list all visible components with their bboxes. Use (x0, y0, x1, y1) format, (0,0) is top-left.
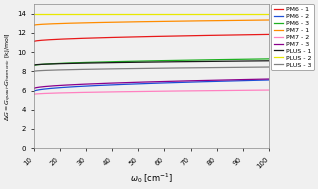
PM7 - 1 (171, 20, 175, 22)
PLUS - 2 (171, 13, 175, 15)
PLUS - 1 (176, 61, 180, 63)
PM6 - 3 (267, 58, 271, 60)
PM6 - 1 (33, 40, 37, 42)
PM6 - 3 (230, 58, 234, 60)
PM7 - 3 (33, 87, 37, 89)
PLUS - 3 (230, 66, 234, 69)
PLUS - 3 (267, 66, 271, 68)
Line: PM7 - 1: PM7 - 1 (34, 20, 269, 25)
PM7 - 3 (172, 80, 176, 82)
PM6 - 3 (176, 59, 180, 61)
Line: PM6 - 2: PM6 - 2 (34, 80, 269, 91)
PM6 - 3 (172, 59, 176, 62)
PM7 - 2 (171, 90, 175, 92)
PM6 - 2 (172, 81, 176, 84)
PLUS - 1 (33, 64, 37, 66)
PLUS - 3 (245, 66, 249, 68)
PLUS - 2 (176, 13, 180, 15)
PM6 - 1 (176, 35, 180, 37)
Y-axis label: $\Delta G = G_{quasi}$-$G_{harmonic}$ [kJ/mol]: $\Delta G = G_{quasi}$-$G_{harmonic}$ [k… (4, 32, 14, 121)
PM6 - 1 (171, 35, 175, 37)
PM6 - 2 (230, 80, 234, 82)
PM7 - 3 (176, 80, 180, 82)
PM7 - 1 (172, 20, 176, 22)
PM7 - 2 (230, 89, 234, 91)
PLUS - 3 (171, 67, 175, 69)
PM6 - 2 (171, 81, 175, 84)
PLUS - 3 (33, 70, 37, 72)
PLUS - 2 (230, 13, 234, 15)
PM6 - 3 (245, 58, 249, 60)
PLUS - 1 (267, 60, 271, 62)
PM6 - 1 (172, 35, 176, 37)
PM7 - 2 (33, 93, 37, 95)
Line: PM7 - 2: PM7 - 2 (34, 90, 269, 94)
PLUS - 1 (172, 61, 176, 63)
PM7 - 1 (33, 24, 37, 26)
PM6 - 2 (245, 79, 249, 82)
PLUS - 1 (171, 61, 175, 63)
PM6 - 2 (33, 90, 37, 92)
X-axis label: $\omega_0$ [cm$^{-1}$]: $\omega_0$ [cm$^{-1}$] (130, 171, 173, 185)
PLUS - 1 (32, 64, 36, 66)
PLUS - 2 (267, 13, 271, 15)
PM6 - 2 (267, 79, 271, 81)
PM6 - 1 (230, 34, 234, 36)
Line: PLUS - 3: PLUS - 3 (34, 67, 269, 71)
PM7 - 3 (171, 80, 175, 82)
Line: PM6 - 1: PM6 - 1 (34, 34, 269, 42)
PLUS - 3 (32, 70, 36, 72)
PM6 - 1 (267, 33, 271, 36)
PM7 - 2 (32, 93, 36, 95)
PLUS - 2 (32, 13, 36, 15)
PM7 - 3 (32, 88, 36, 90)
PM7 - 1 (230, 19, 234, 22)
PM6 - 1 (32, 40, 36, 43)
PM7 - 1 (176, 20, 180, 22)
PLUS - 3 (176, 67, 180, 69)
Line: PM7 - 3: PM7 - 3 (34, 79, 269, 89)
PLUS - 1 (230, 60, 234, 62)
PLUS - 2 (245, 13, 249, 15)
PM7 - 3 (230, 79, 234, 81)
PM6 - 2 (176, 81, 180, 84)
Line: PM6 - 3: PM6 - 3 (34, 59, 269, 66)
PM6 - 2 (32, 90, 36, 93)
PLUS - 2 (172, 13, 176, 15)
PM7 - 1 (245, 19, 249, 21)
PLUS - 1 (245, 60, 249, 62)
PLUS - 2 (33, 13, 37, 15)
PM7 - 3 (245, 78, 249, 81)
PM7 - 1 (267, 19, 271, 21)
PM7 - 2 (267, 89, 271, 91)
PM7 - 2 (172, 90, 176, 92)
PLUS - 3 (172, 67, 176, 69)
PM7 - 3 (267, 78, 271, 80)
PM7 - 2 (176, 90, 180, 92)
PM6 - 3 (32, 64, 36, 67)
PM6 - 3 (171, 59, 175, 62)
Line: PLUS - 1: PLUS - 1 (34, 61, 269, 65)
PM6 - 1 (245, 34, 249, 36)
PM7 - 2 (245, 89, 249, 91)
Legend: PM6 - 1, PM6 - 2, PM6 - 3, PM7 - 1, PM7 - 2, PM7 - 3, PLUS - 1, PLUS - 2, PLUS -: PM6 - 1, PM6 - 2, PM6 - 3, PM7 - 1, PM7 … (271, 4, 314, 70)
PM7 - 1 (32, 24, 36, 26)
PM6 - 3 (33, 64, 37, 66)
